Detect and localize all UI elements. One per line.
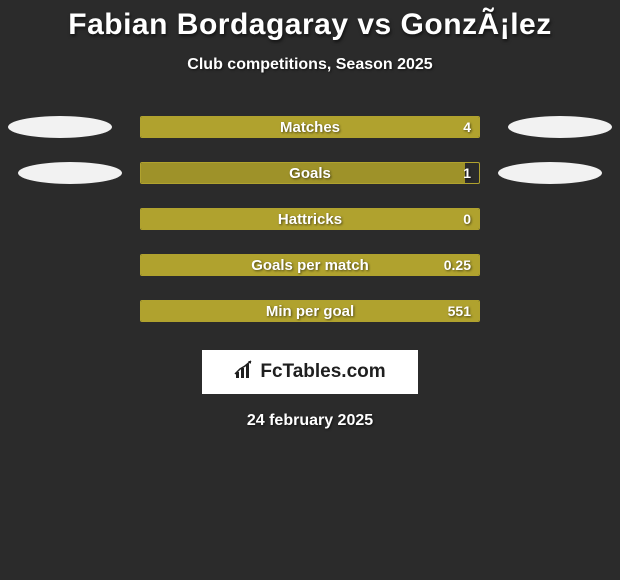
stat-label: Matches bbox=[280, 119, 340, 136]
logo-box: FcTables.com bbox=[202, 350, 418, 394]
subtitle: Club competitions, Season 2025 bbox=[0, 56, 620, 74]
date-text: 24 february 2025 bbox=[0, 412, 620, 430]
stat-row: Min per goal 551 bbox=[0, 300, 620, 322]
stat-row: Goals per match 0.25 bbox=[0, 254, 620, 276]
logo-chart-icon bbox=[234, 360, 256, 385]
page-title: Fabian Bordagaray vs GonzÃ¡lez bbox=[0, 0, 620, 42]
player-right-ellipse bbox=[498, 162, 602, 184]
player-right-ellipse bbox=[508, 116, 612, 138]
stat-row: Matches 4 bbox=[0, 116, 620, 138]
stat-bar: Hattricks 0 bbox=[140, 208, 480, 230]
stat-bar: Min per goal 551 bbox=[140, 300, 480, 322]
player-left-ellipse bbox=[18, 162, 122, 184]
stat-rows: Matches 4 Goals 1 Hattricks 0 Goals per match 0… bbox=[0, 116, 620, 322]
stat-label: Min per goal bbox=[266, 303, 354, 320]
logo-text: FcTables.com bbox=[260, 361, 385, 383]
stat-row: Hattricks 0 bbox=[0, 208, 620, 230]
stat-bar: Goals 1 bbox=[140, 162, 480, 184]
stat-label: Goals bbox=[289, 165, 331, 182]
player-left-ellipse bbox=[8, 116, 112, 138]
stat-label: Hattricks bbox=[278, 211, 342, 228]
stat-bar: Matches 4 bbox=[140, 116, 480, 138]
stat-value: 4 bbox=[463, 119, 471, 135]
stat-label: Goals per match bbox=[251, 257, 369, 274]
stat-value: 0 bbox=[463, 211, 471, 227]
stat-row: Goals 1 bbox=[0, 162, 620, 184]
stat-value: 551 bbox=[448, 303, 471, 319]
stat-bar: Goals per match 0.25 bbox=[140, 254, 480, 276]
stat-value: 0.25 bbox=[444, 257, 471, 273]
stat-value: 1 bbox=[463, 165, 471, 181]
